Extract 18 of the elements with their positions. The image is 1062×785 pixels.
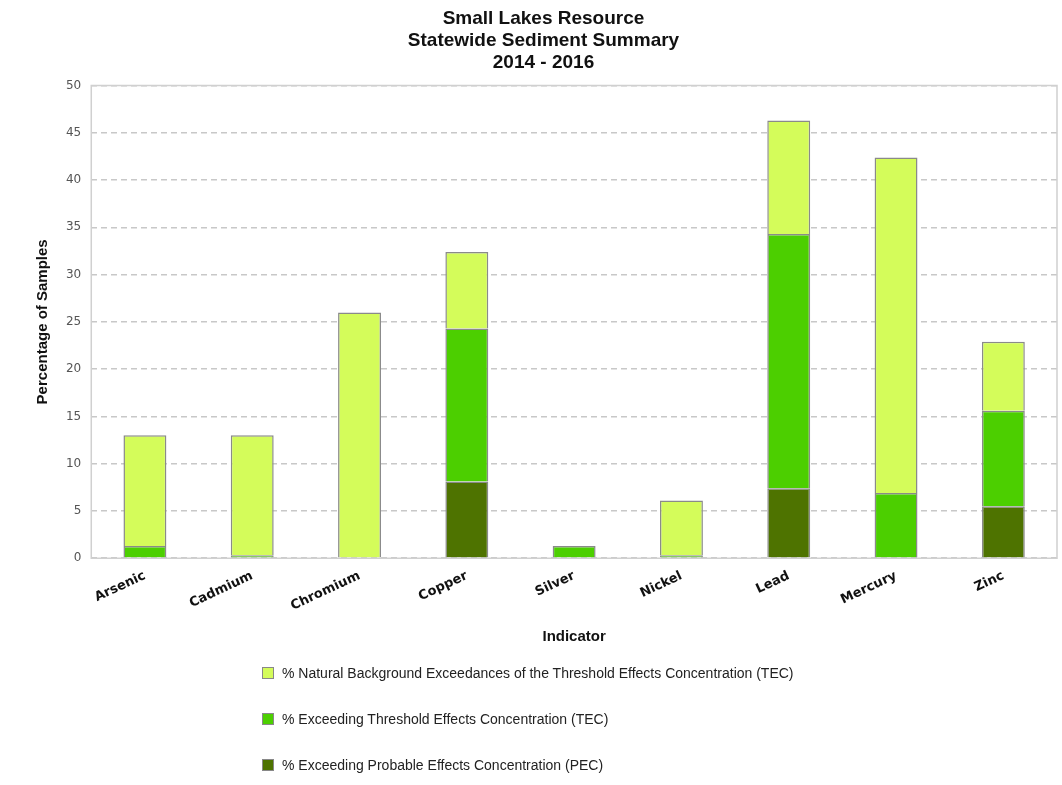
legend-label: % Exceeding Probable Effects Concentration (PEC)	[282, 757, 604, 773]
chart-title: Small Lakes Resource Statewide Sediment Summary 2014 - 2016	[407, 7, 680, 72]
y-tick-label: 0	[73, 550, 82, 565]
x-tick-label: Zinc	[971, 567, 1007, 595]
y-axis-title: Percentage of Samples	[33, 239, 51, 405]
y-tick-label: 40	[65, 172, 82, 187]
legend-label: % Natural Background Exceedances of the Threshold Effects Concentration (TEC)	[282, 665, 794, 681]
y-tick-label: 25	[65, 314, 82, 328]
y-tick-label: 20	[65, 361, 82, 376]
x-axis-title: Indicator	[542, 627, 606, 645]
y-tick-label: 50	[65, 77, 82, 92]
y-tick-label: 5	[73, 503, 82, 518]
legend-label: % Exceeding Threshold Effects Concentration (TEC)	[282, 711, 609, 727]
y-tick-label: 10	[65, 455, 82, 470]
y-tick-label: 30	[65, 266, 82, 281]
y-tick-label: 45	[65, 124, 82, 139]
y-tick-label: 15	[65, 408, 82, 423]
y-tick-label: 35	[65, 219, 82, 234]
